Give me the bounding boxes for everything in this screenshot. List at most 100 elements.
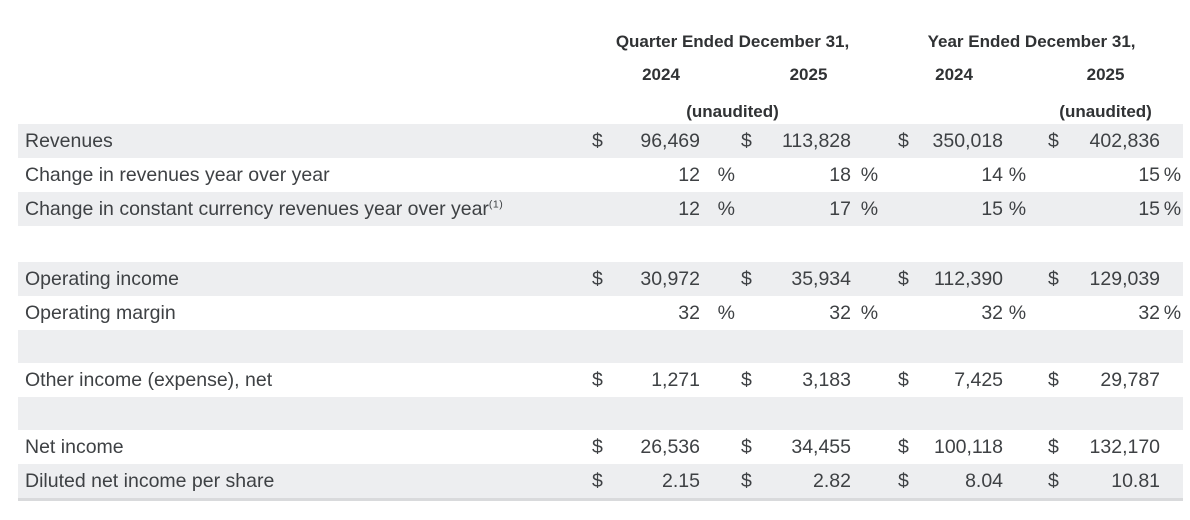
cell-value: 15: [1052, 158, 1161, 192]
cell-currency-symbol: [880, 192, 903, 226]
cell-value: 2.15: [601, 464, 700, 501]
cell-value: 32: [601, 296, 700, 330]
table-row: Revenues $96,469 $113,828 $350,018 $402,836: [18, 124, 1184, 158]
table-row: Operating income $30,972 $35,934 $112,390 $1…: [18, 262, 1184, 296]
cell-currency-symbol: $: [585, 430, 603, 464]
spacer-cell: [18, 397, 1184, 430]
cell-value: 112,390: [902, 262, 1004, 296]
row-label: Revenues: [18, 124, 585, 158]
cell-value: 3,183: [757, 363, 851, 397]
cell-value: 7,425: [902, 363, 1004, 397]
cell-currency-symbol: [737, 296, 757, 330]
unaudited-row: (unaudited) (unaudited): [18, 87, 1183, 124]
cell-value: 1,271: [601, 363, 700, 397]
cell-percent-symbol: [1003, 363, 1029, 397]
cell-currency-symbol: $: [737, 262, 757, 296]
cell-percent-symbol: [851, 430, 881, 464]
cell-value: 35,934: [757, 262, 851, 296]
cell-currency-symbol: [1028, 192, 1053, 226]
cell-currency-symbol: $: [585, 124, 603, 158]
quarter-unaudited-note: (unaudited): [686, 102, 779, 121]
label-column-spacer: [18, 87, 585, 124]
cell-value: 29,787: [1052, 363, 1161, 397]
cell-currency-symbol: [880, 296, 903, 330]
cell-value: 12: [601, 192, 700, 226]
cell-percent-symbol: [851, 464, 881, 501]
table-body: Revenues $96,469 $113,828 $350,018 $402,836 C…: [18, 124, 1184, 501]
cell-percent-symbol: [1003, 464, 1029, 501]
cell-currency-symbol: $: [1028, 464, 1059, 501]
cell-percent-symbol: [1160, 262, 1184, 296]
cell-currency-symbol: $: [737, 124, 757, 158]
table-row: Net income $26,536 $34,455 $100,118 $132,170: [18, 430, 1184, 464]
cell-value: 32: [1052, 296, 1161, 330]
cell-currency-symbol: $: [737, 464, 757, 501]
label-column-spacer: [18, 54, 585, 87]
cell-currency-symbol: $: [585, 262, 603, 296]
cell-currency-symbol: $: [880, 430, 909, 464]
cell-percent-symbol: [851, 262, 881, 296]
cell-value: 8.04: [902, 464, 1004, 501]
table-row: Diluted net income per share $2.15 $2.82 $8…: [18, 464, 1184, 501]
cell-value: 26,536: [601, 430, 700, 464]
row-label: Change in constant currency revenues yea…: [18, 192, 585, 226]
cell-value: 132,170: [1052, 430, 1161, 464]
quarter-2024-header: 2024: [642, 65, 680, 84]
cell-percent-symbol: %: [851, 158, 881, 192]
spacer-cell: [18, 330, 1184, 363]
cell-currency-symbol: $: [880, 262, 909, 296]
cell-percent-symbol: %: [700, 158, 737, 192]
cell-percent-symbol: [700, 363, 737, 397]
table-row: Change in revenues year over year 12% 18% 1…: [18, 158, 1184, 192]
cell-currency-symbol: $: [585, 363, 603, 397]
cell-value: 12: [601, 158, 700, 192]
cell-currency-symbol: [585, 158, 601, 192]
cell-percent-symbol: [1160, 464, 1184, 501]
cell-percent-symbol: %: [1003, 158, 1029, 192]
row-label: Operating income: [18, 262, 585, 296]
cell-currency-symbol: $: [585, 464, 603, 501]
cell-percent-symbol: [1160, 363, 1184, 397]
year-2025-header: 2025: [1086, 65, 1125, 84]
cell-value: 15: [902, 192, 1004, 226]
cell-percent-symbol: [700, 430, 737, 464]
cell-value: 34,455: [757, 430, 851, 464]
quarter-2025-header: 2025: [789, 65, 828, 84]
cell-currency-symbol: [737, 192, 757, 226]
cell-currency-symbol: [737, 158, 757, 192]
quarter-period-header: Quarter Ended December 31,: [615, 32, 850, 51]
footnote-marker: (1): [488, 198, 504, 210]
cell-percent-symbol: [1003, 430, 1029, 464]
cell-percent-symbol: [851, 363, 881, 397]
period-title-row: Quarter Ended December 31, Year Ended De…: [18, 18, 1183, 54]
cell-percent-symbol: %: [1003, 192, 1029, 226]
row-label: Operating margin: [18, 296, 585, 330]
cell-value: 17: [757, 192, 851, 226]
row-label: Net income: [18, 430, 585, 464]
table-row: Change in constant currency revenues yea…: [18, 192, 1184, 226]
cell-value: 96,469: [601, 124, 700, 158]
cell-percent-symbol: %: [700, 296, 737, 330]
cell-value: 15: [1052, 192, 1161, 226]
row-label: Diluted net income per share: [18, 464, 585, 501]
spacer-row: [18, 226, 1184, 262]
cell-value: 100,118: [902, 430, 1004, 464]
cell-currency-symbol: [880, 158, 903, 192]
year-unaudited-note: (unaudited): [1059, 102, 1152, 121]
cell-currency-symbol: $: [880, 464, 909, 501]
cell-percent-symbol: %: [1003, 296, 1029, 330]
cell-currency-symbol: [585, 296, 601, 330]
cell-percent-symbol: %: [851, 296, 881, 330]
cell-currency-symbol: $: [880, 363, 909, 397]
cell-percent-symbol: [700, 262, 737, 296]
cell-currency-symbol: $: [1028, 430, 1059, 464]
spacer-row: [18, 330, 1184, 363]
cell-value: 30,972: [601, 262, 700, 296]
cell-currency-symbol: $: [1028, 124, 1059, 158]
cell-percent-symbol: %: [851, 192, 881, 226]
row-label: Other income (expense), net: [18, 363, 585, 397]
cell-value: 350,018: [902, 124, 1004, 158]
cell-value: 32: [757, 296, 851, 330]
cell-percent-symbol: [1160, 124, 1184, 158]
